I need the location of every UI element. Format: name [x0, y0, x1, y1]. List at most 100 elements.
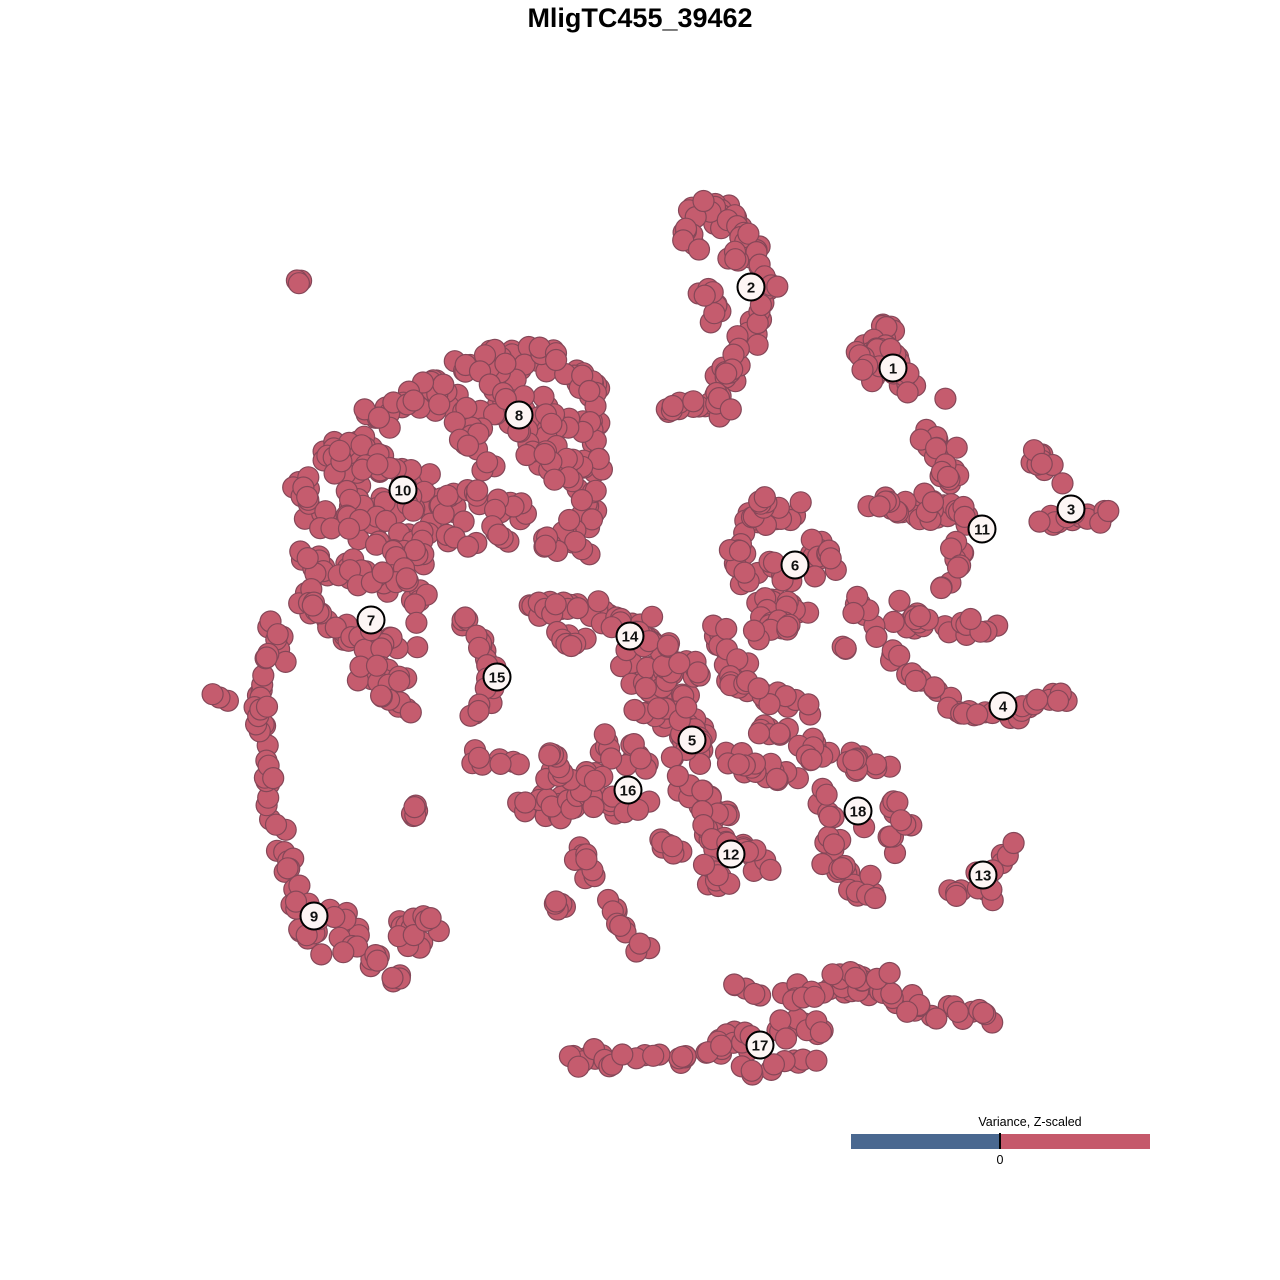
cluster-label-6: 6 [780, 550, 810, 580]
data-point [723, 973, 746, 996]
data-point [692, 853, 716, 876]
data-point [666, 764, 690, 788]
cluster-label-14: 14 [615, 621, 645, 651]
data-point [456, 535, 480, 558]
data-point [419, 906, 442, 930]
data-point [878, 961, 901, 985]
data-point [936, 465, 960, 488]
data-point [575, 848, 598, 871]
data-point [925, 1007, 948, 1030]
data-point [1097, 499, 1120, 523]
svg-text:13: 13 [975, 868, 992, 885]
data-point [724, 248, 747, 271]
data-point [436, 484, 459, 507]
data-point [540, 412, 563, 435]
data-point [753, 486, 776, 509]
data-point [972, 1001, 995, 1025]
data-point [301, 594, 324, 617]
data-point [371, 561, 394, 584]
data-point [487, 523, 510, 546]
data-point [946, 1000, 969, 1024]
data-point [945, 884, 968, 908]
data-point [580, 508, 604, 531]
data-point [1046, 689, 1070, 712]
data-point [466, 479, 489, 502]
data-point [668, 652, 691, 675]
legend-positive-bar [1000, 1134, 1150, 1149]
svg-text:4: 4 [999, 699, 1008, 716]
data-point [728, 539, 752, 563]
data-point [642, 1044, 665, 1067]
svg-text:11: 11 [974, 522, 990, 539]
data-point [370, 684, 393, 707]
cluster-label-11: 11 [967, 514, 997, 544]
scatter-points [201, 189, 1120, 1086]
svg-text:10: 10 [395, 483, 412, 500]
cluster-label-4: 4 [988, 691, 1018, 721]
legend-zero-label: 0 [997, 1153, 1004, 1167]
data-point [287, 272, 310, 295]
data-point [693, 284, 716, 307]
data-point [934, 387, 957, 410]
data-point [538, 744, 561, 767]
data-point [456, 434, 480, 457]
data-point [310, 943, 333, 966]
data-point [432, 373, 455, 396]
data-point [740, 1059, 763, 1082]
svg-text:15: 15 [489, 670, 506, 687]
data-point [623, 698, 646, 722]
data-point [822, 833, 846, 856]
legend-negative-bar [851, 1134, 1000, 1149]
data-point [570, 489, 594, 512]
data-point [809, 1021, 833, 1044]
data-point [959, 607, 982, 631]
cluster-label-2: 2 [736, 272, 766, 302]
data-point [296, 546, 319, 570]
data-point [428, 393, 451, 416]
data-point [800, 748, 823, 771]
data-point [821, 963, 844, 986]
cluster-label-15: 15 [482, 662, 512, 692]
data-point [868, 495, 891, 518]
data-point [686, 661, 710, 684]
data-point [762, 1053, 786, 1076]
cluster-label-8: 8 [504, 400, 534, 430]
data-point [789, 491, 812, 514]
data-point [889, 809, 913, 832]
data-point [682, 390, 705, 413]
svg-text:18: 18 [850, 804, 867, 821]
plot-title: MligTC455_39462 [527, 3, 752, 33]
data-point [454, 606, 477, 629]
data-point [1030, 452, 1053, 475]
data-point [864, 886, 887, 910]
data-point [797, 693, 820, 716]
data-point [661, 394, 684, 418]
data-point [746, 333, 769, 356]
data-point [366, 949, 389, 972]
data-point [765, 767, 788, 791]
data-point [758, 692, 781, 716]
data-point [381, 966, 404, 990]
data-point [395, 567, 418, 590]
data-point [543, 468, 566, 491]
data-point [687, 238, 711, 261]
svg-text:14: 14 [622, 629, 639, 646]
data-point [656, 634, 680, 657]
cluster-label-17: 17 [745, 1030, 775, 1060]
cluster-label-10: 10 [388, 475, 418, 505]
data-point [842, 601, 865, 625]
data-point [611, 1043, 634, 1066]
data-point [803, 985, 826, 1008]
data-point [675, 696, 698, 719]
data-point [640, 605, 664, 628]
data-point [366, 453, 389, 476]
data-point [691, 779, 714, 802]
data-point [1026, 688, 1049, 711]
data-point [844, 966, 867, 990]
data-point [328, 439, 351, 462]
data-point [544, 593, 567, 616]
data-point [864, 753, 888, 776]
data-point [710, 1034, 733, 1057]
data-point [904, 669, 927, 693]
